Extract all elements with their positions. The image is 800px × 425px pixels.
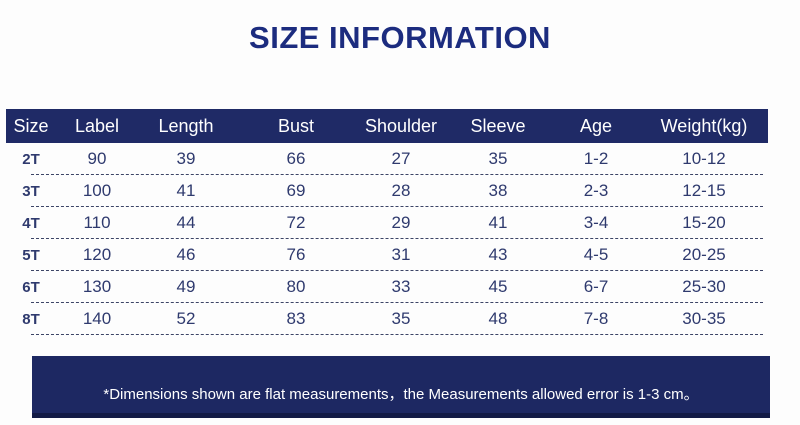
table-row-8t: 8T 140 52 83 35 48 7-8 30-35 <box>6 303 768 335</box>
cell-size: 2T <box>22 150 40 168</box>
cell-bust: 80 <box>286 277 306 296</box>
cell-sleeve: 43 <box>488 245 508 264</box>
cell-age: 6-7 <box>583 277 609 296</box>
cell-weight: 30-35 <box>682 309 726 328</box>
column-header-weight: Weight(kg) <box>660 115 748 136</box>
cell-label: 130 <box>82 277 112 296</box>
cell-length: 52 <box>176 309 196 328</box>
cell-label: 90 <box>87 149 107 168</box>
size-table: Size Label Length Bust Shoulder Sleeve A… <box>6 109 768 335</box>
column-header-size: Size <box>13 115 49 136</box>
cell-length: 49 <box>176 277 196 296</box>
cell-bust: 83 <box>286 309 306 328</box>
column-header-sleeve: Sleeve <box>470 115 526 136</box>
table-row-2t: 2T 90 39 66 27 35 1-2 10-12 <box>6 143 768 175</box>
cell-length: 39 <box>176 149 196 168</box>
column-header-length: Length <box>158 115 214 136</box>
table-header-row: Size Label Length Bust Shoulder Sleeve A… <box>6 109 768 143</box>
cell-weight: 12-15 <box>682 181 726 200</box>
cell-label: 120 <box>82 245 112 264</box>
column-header-age: Age <box>579 115 613 136</box>
cell-weight: 20-25 <box>682 245 726 264</box>
cell-shoulder: 27 <box>391 149 411 168</box>
cell-shoulder: 28 <box>391 181 411 200</box>
cell-age: 2-3 <box>583 181 609 200</box>
cell-weight: 25-30 <box>682 277 726 296</box>
table-row-3t: 3T 100 41 69 28 38 2-3 12-15 <box>6 175 768 207</box>
cell-sleeve: 41 <box>488 213 508 232</box>
cell-length: 41 <box>176 181 196 200</box>
cell-age: 1-2 <box>583 149 609 168</box>
cell-age: 3-4 <box>583 213 609 232</box>
page-title: SIZE INFORMATION <box>249 20 551 55</box>
cell-label: 140 <box>82 309 112 328</box>
table-row-6t: 6T 130 49 80 33 45 6-7 25-30 <box>6 271 768 303</box>
cell-age: 7-8 <box>583 309 609 328</box>
footnote-bar: *Dimensions shown are flat measurements，… <box>32 356 770 418</box>
cell-shoulder: 31 <box>391 245 411 264</box>
column-header-label: Label <box>74 115 120 136</box>
cell-size: 5T <box>22 246 40 264</box>
column-header-bust: Bust <box>277 115 315 136</box>
cell-size: 4T <box>22 214 40 232</box>
cell-label: 100 <box>82 181 112 200</box>
cell-bust: 66 <box>286 149 306 168</box>
column-header-shoulder: Shoulder <box>364 115 438 136</box>
cell-bust: 69 <box>286 181 306 200</box>
cell-shoulder: 29 <box>391 213 411 232</box>
cell-label: 110 <box>83 213 111 232</box>
cell-sleeve: 48 <box>488 309 508 328</box>
cell-size: 6T <box>22 278 40 296</box>
cell-size: 8T <box>22 310 40 328</box>
cell-size: 3T <box>22 182 40 200</box>
cell-shoulder: 35 <box>391 309 411 328</box>
cell-weight: 15-20 <box>682 213 726 232</box>
footnote-text: *Dimensions shown are flat measurements，… <box>103 386 699 403</box>
cell-length: 44 <box>176 213 196 232</box>
cell-bust: 76 <box>286 245 306 264</box>
cell-shoulder: 33 <box>391 277 411 296</box>
cell-age: 4-5 <box>583 245 609 264</box>
cell-weight: 10-12 <box>682 149 726 168</box>
cell-sleeve: 35 <box>488 149 508 168</box>
cell-length: 46 <box>176 245 196 264</box>
cell-sleeve: 38 <box>488 181 508 200</box>
table-row-5t: 5T 120 46 76 31 43 4-5 20-25 <box>6 239 768 271</box>
table-row-4t: 4T 110 44 72 29 41 3-4 15-20 <box>6 207 768 239</box>
cell-bust: 72 <box>286 213 306 232</box>
cell-sleeve: 45 <box>488 277 508 296</box>
